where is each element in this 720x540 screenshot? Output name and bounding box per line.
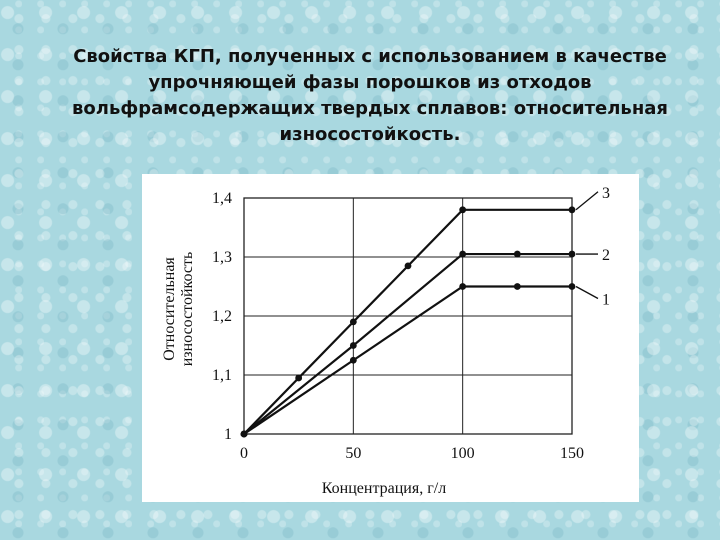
series-label: 2: [602, 247, 610, 264]
data-point: [404, 262, 412, 270]
x-axis-title: Концентрация, г/л: [322, 480, 446, 497]
x-tick-label: 100: [451, 445, 475, 462]
series-line: [243, 285, 572, 435]
data-point: [349, 356, 357, 364]
data-point: [459, 206, 467, 214]
slide-title: Свойства КГП, полученных с использование…: [60, 44, 680, 148]
data-point: [349, 318, 357, 326]
x-tick-label: 0: [240, 445, 248, 462]
data-point: [459, 283, 467, 290]
series-line: [243, 208, 572, 435]
chart-tick-labels: 0 50 100 150 1 1,1 1,2 1,3 1,4: [212, 190, 584, 462]
y-axis-title-line-2: износостойкость: [179, 252, 196, 367]
data-point: [568, 283, 576, 290]
y-tick-label: 1,3: [212, 249, 232, 266]
data-point: [568, 206, 576, 214]
data-point: [568, 250, 576, 258]
chart-series: [240, 206, 576, 438]
wear-resistance-chart: 0 50 100 150 1 1,1 1,2 1,3 1,4 1 2 3 Концентрация,…: [161, 185, 610, 497]
series-line: [243, 252, 572, 435]
x-tick-label: 50: [345, 445, 361, 462]
slide-title-line: Свойства КГП, полученных с использование…: [73, 46, 667, 67]
data-point: [513, 250, 521, 258]
slide-title-line: вольфрамсодержащих твердых сплавов: отно…: [72, 98, 668, 119]
slide-title-line: износостойкость.: [279, 124, 461, 145]
data-point: [240, 430, 248, 438]
series-label: 1: [602, 292, 610, 309]
data-point: [295, 374, 303, 382]
y-tick-label: 1,2: [212, 308, 232, 325]
x-tick-label: 150: [560, 445, 584, 462]
data-point: [513, 283, 521, 290]
y-tick-label: 1: [224, 426, 232, 443]
chart-panel: 0 50 100 150 1 1,1 1,2 1,3 1,4 1 2 3 Концентрация,…: [142, 174, 639, 502]
y-tick-label: 1,4: [212, 190, 232, 207]
data-point: [349, 342, 357, 349]
y-axis-title-line-1: Относительная: [161, 257, 178, 361]
series-label: 3: [602, 185, 610, 202]
series-label-leader: [575, 191, 599, 211]
y-tick-label: 1,1: [212, 367, 232, 384]
data-point: [459, 250, 467, 258]
slide-title-line: упрочняющей фазы порошков из отходов: [148, 72, 592, 93]
chart-series-labels: 1 2 3: [575, 185, 610, 309]
series-label-leader: [575, 285, 599, 300]
chart-grid: [243, 197, 573, 435]
